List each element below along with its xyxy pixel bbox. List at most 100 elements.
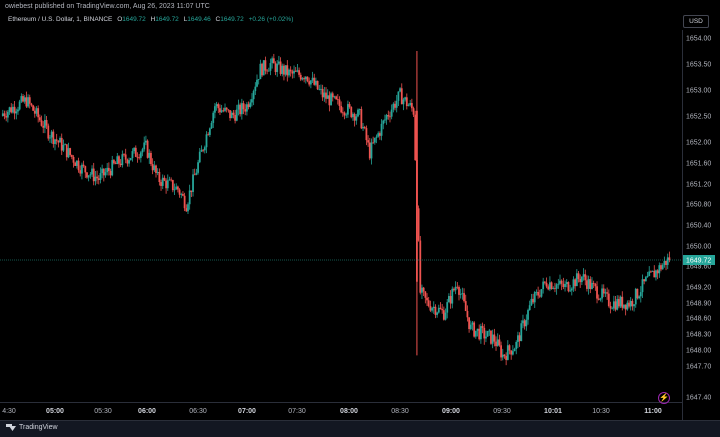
candle-body [614,301,617,310]
candle-body [655,270,657,278]
candle-body [341,112,344,114]
candle-body [666,257,669,265]
candle-body [404,97,407,100]
candle-body [251,99,253,103]
candle-body [579,278,582,283]
candle-body [224,107,226,111]
candle-body [414,114,417,161]
lightning-icon[interactable]: ⚡ [658,392,670,404]
candle-body [360,109,363,129]
candle-body [532,298,534,303]
candle-body [158,171,161,183]
candle-body [636,288,639,299]
candle-body [611,308,614,310]
candle-body [86,172,88,178]
candle-body [242,103,245,110]
candle-body [123,154,125,156]
candle-body [155,165,157,173]
candle-body [355,116,358,121]
candle-body [320,88,322,90]
candle-body [343,112,346,116]
candle-body [239,104,242,115]
candle-body [134,147,137,157]
candle-body [62,144,65,151]
candle-body [394,103,396,108]
candle-body [67,148,70,158]
y-tick-label: 1648.90 [686,301,711,308]
currency-button[interactable]: USD [683,15,709,28]
candle-body [542,281,545,290]
candle-body [192,174,194,192]
price-axis[interactable]: 1654.00 1653.50 1653.00 1652.50 1652.00 1651.… [686,36,711,402]
candle-body [187,204,189,212]
candle-body [70,154,73,157]
candle-body [606,292,609,294]
high-label: H [150,16,156,23]
candle-body [198,151,201,163]
candle-body [176,186,179,190]
candle-body [540,289,543,297]
x-tick-label: 07:00 [238,408,256,415]
candle-body [79,170,82,174]
candle-body [562,283,565,287]
candle-body [25,97,28,107]
candle-body [340,106,343,113]
candle-body [582,274,585,277]
candle-body [52,131,55,144]
candle-body [478,328,481,340]
candle-body [20,96,23,102]
change-value: +0.26 (+0.02%) [248,16,294,23]
y-tick-label: 1650.40 [686,223,711,230]
candle-body [644,277,647,282]
candle-body [298,70,300,75]
candle-body [10,107,13,113]
candle-body [118,156,120,164]
candle-body [15,111,18,114]
candle-body [520,323,523,342]
candle-body [119,163,122,166]
candle-body [55,139,58,141]
candle-body [148,152,151,158]
candle-body [530,298,533,306]
candle-body [358,109,361,110]
candle-body [656,270,659,274]
candles[interactable] [1,51,671,366]
candle-body [515,341,518,350]
y-tick-label: 1649.20 [686,285,711,292]
candle-body [485,336,487,339]
x-tick-label: 08:00 [340,408,358,415]
candle-body [503,354,506,357]
price-chart[interactable]: 1654.00 1653.50 1653.00 1652.50 1652.00 1651.… [0,30,720,420]
candle-body [45,119,48,126]
candle-body [362,126,364,129]
candle-body [215,104,218,107]
candle-body [574,279,577,287]
time-axis[interactable]: 4:30 05:00 05:30 06:00 06:30 07:00 07:30 08:00 0… [2,408,662,415]
candle-body [416,110,418,282]
candle-body [552,288,555,290]
candle-body [454,286,457,291]
candle-body [5,116,8,118]
candle-body [153,165,156,171]
candle-body [549,282,551,290]
candle-body [33,110,36,114]
candle-body [283,65,285,75]
candle-body [256,79,258,87]
candle-body [365,128,368,141]
candle-body [262,60,265,76]
candle-body [575,273,578,287]
candle-body [72,156,75,163]
candle-body [495,341,497,347]
candle-body [567,282,570,292]
candle-body [107,167,110,171]
y-tick-label: 1652.50 [686,114,711,121]
candle-body [419,240,422,293]
candle-body [616,299,619,310]
candle-body [523,320,526,327]
candle-body [136,156,139,158]
candle-body [368,142,371,159]
brand[interactable]: TradingView [6,424,58,431]
candle-body [244,109,247,112]
candle-body [461,293,464,294]
candle-body [47,125,50,139]
